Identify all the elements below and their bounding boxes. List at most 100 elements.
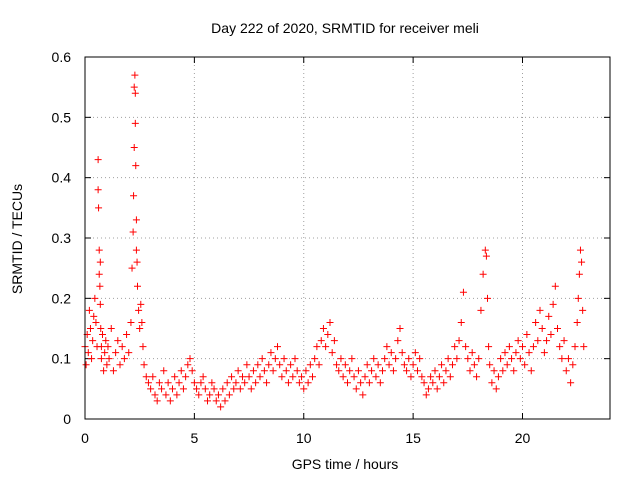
data-point <box>118 343 126 351</box>
data-point <box>481 246 489 254</box>
data-point <box>521 361 529 369</box>
data-point <box>94 186 102 194</box>
data-point <box>142 373 150 381</box>
data-point <box>464 355 472 363</box>
data-point <box>554 325 561 332</box>
data-point <box>130 192 138 200</box>
data-point <box>387 349 395 357</box>
data-point <box>95 204 103 212</box>
data-point <box>134 282 141 290</box>
data-point <box>130 83 138 91</box>
data-point <box>225 391 233 399</box>
data-point <box>267 349 275 357</box>
data-point <box>560 337 568 345</box>
data-point <box>221 397 229 405</box>
data-point <box>328 349 336 357</box>
data-point <box>92 318 100 326</box>
data-point <box>199 373 207 381</box>
data-point <box>508 355 516 363</box>
data-point <box>99 331 106 339</box>
data-point <box>512 349 520 357</box>
data-point <box>260 367 268 375</box>
data-point <box>385 361 393 369</box>
data-point <box>485 343 493 351</box>
data-point <box>97 343 105 351</box>
data-point <box>86 325 94 332</box>
data-point <box>551 282 559 290</box>
data-point <box>95 246 103 254</box>
data-point <box>361 373 369 381</box>
data-point <box>101 349 109 357</box>
data-point <box>446 373 454 381</box>
data-point <box>96 300 104 308</box>
data-point <box>354 367 362 375</box>
data-point <box>473 373 481 381</box>
data-point <box>457 318 465 326</box>
data-point <box>470 361 478 369</box>
data-point <box>403 367 411 375</box>
data-point <box>223 379 231 387</box>
y-axis-label: SRMTID / TECUs <box>9 184 25 294</box>
data-point <box>455 337 463 345</box>
data-point <box>278 373 286 381</box>
data-point <box>352 385 360 393</box>
x-tick-label: 0 <box>81 430 89 446</box>
x-tick-label: 5 <box>190 430 198 446</box>
data-point <box>129 228 137 236</box>
data-point <box>376 379 384 387</box>
data-point <box>293 367 301 375</box>
data-point <box>545 312 553 320</box>
data-point <box>427 373 435 381</box>
data-point <box>166 397 174 405</box>
y-tick-label: 0.4 <box>52 170 72 186</box>
data-point <box>538 325 546 332</box>
data-point <box>315 361 323 369</box>
data-point <box>171 373 179 381</box>
data-point <box>306 361 314 369</box>
x-tick-label: 20 <box>515 430 531 446</box>
data-point <box>182 373 190 381</box>
data-point <box>97 355 105 363</box>
data-point <box>453 355 461 363</box>
data-point <box>392 355 400 363</box>
y-tick-label: 0 <box>63 411 71 427</box>
x-tick-label: 10 <box>296 430 312 446</box>
data-point <box>424 385 432 393</box>
data-point <box>468 349 476 357</box>
data-point <box>116 361 124 369</box>
data-point <box>104 343 112 351</box>
data-point <box>576 246 584 254</box>
data-point <box>339 373 347 381</box>
data-point <box>564 355 572 363</box>
data-point <box>519 343 526 351</box>
data-point <box>543 337 551 345</box>
data-point <box>173 391 181 399</box>
data-point <box>234 367 242 375</box>
data-point <box>482 252 490 260</box>
data-point <box>368 367 376 375</box>
data-point <box>193 385 201 393</box>
data-point <box>123 331 131 339</box>
data-point <box>195 391 203 399</box>
data-point <box>105 355 113 363</box>
data-point <box>131 89 139 97</box>
data-point <box>137 300 145 308</box>
data-point <box>311 355 319 363</box>
data-point <box>197 379 205 387</box>
data-point <box>344 379 351 387</box>
y-tick-label: 0.6 <box>52 49 72 65</box>
data-point <box>326 318 334 326</box>
data-point <box>429 379 437 387</box>
grid-lines <box>85 57 610 419</box>
data-point <box>494 373 502 381</box>
data-point <box>102 337 110 345</box>
data-point <box>219 385 227 393</box>
data-point <box>394 337 402 345</box>
data-point <box>438 361 446 369</box>
data-point <box>499 367 507 375</box>
y-tick-label: 0.5 <box>52 109 72 125</box>
data-point <box>490 367 498 375</box>
data-point <box>400 361 408 369</box>
data-point <box>131 119 139 127</box>
data-point <box>133 258 141 266</box>
